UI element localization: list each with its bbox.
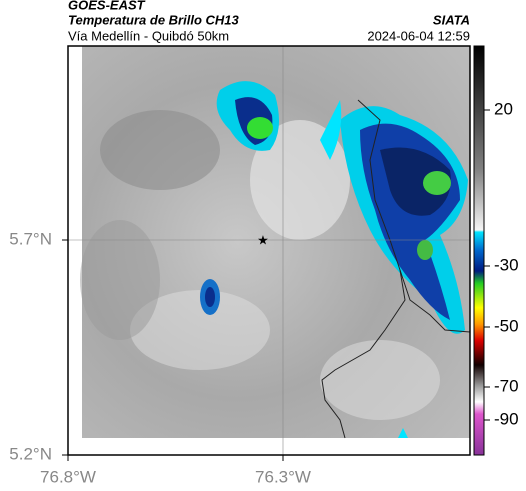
x-tick-label: 76.3°W — [255, 467, 311, 486]
colorbar-tick-label: -90 — [494, 409, 519, 428]
y-tick-label: 5.2°N — [9, 444, 52, 463]
region: Vía Medellín - Quibdó 50km — [68, 28, 229, 43]
colorbar — [473, 45, 485, 456]
colorbar-tick-label: 20 — [494, 99, 513, 118]
satellite-image: ★ — [68, 46, 471, 455]
product-title: Temperatura de Brillo CH13 — [68, 12, 240, 27]
satellite: GOES-EAST — [68, 0, 146, 12]
colorbar-tick-label: -30 — [494, 255, 519, 274]
timestamp: 2024-06-04 12:59 — [367, 28, 470, 43]
x-tick-label: 76.8°W — [40, 467, 96, 486]
svg-text:★: ★ — [257, 232, 269, 247]
map-frame — [67, 45, 471, 456]
colorbar-tick-label: -70 — [494, 376, 519, 395]
source: SIATA — [433, 12, 470, 27]
y-tick-label: 5.7°N — [9, 229, 52, 248]
tick-labels: 76.8°W 76.3°W 5.7°N 5.2°N 20 -30 -50 -70 -90 — [9, 99, 518, 486]
colorbar-tick-label: -50 — [494, 316, 519, 335]
